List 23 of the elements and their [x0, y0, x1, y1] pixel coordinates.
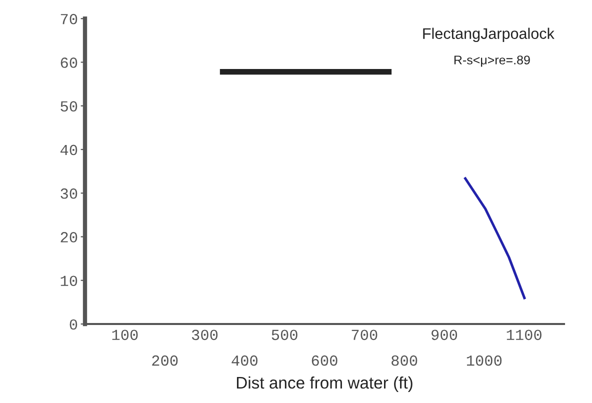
annotation: R-s<μ>re=.89 — [454, 56, 530, 67]
x2-tick-label: 600 — [312, 355, 338, 366]
x-tick-label: 900 — [432, 330, 458, 340]
x2-tick-label: 1000 — [466, 355, 502, 366]
y-tick-label: 60 — [60, 58, 78, 68]
x-tick-label: 100 — [112, 330, 138, 340]
y-tick-label: 50 — [60, 101, 78, 112]
x-tick-label: 300 — [192, 330, 218, 340]
x-tick-label: 700 — [352, 330, 378, 340]
x-tick-label: 500 — [272, 330, 298, 340]
y-tick-label: 40 — [60, 144, 78, 156]
x-axis-title: Dist ance from water (ft) — [236, 376, 412, 392]
y-tick-label: 30 — [60, 188, 78, 199]
y-tick-label: 0 — [70, 319, 78, 330]
y-tick-label: 10 — [60, 276, 78, 286]
x-tick-label: 1100 — [506, 330, 542, 340]
annotation: FlectangJarpoalock — [423, 28, 554, 42]
x2-tick-label: 400 — [232, 355, 258, 366]
x2-tick-label: 200 — [152, 355, 178, 366]
y-tick-label: 20 — [60, 232, 78, 242]
line-series — [463, 176, 526, 300]
y-tick-label: 70 — [60, 14, 78, 24]
x2-tick-label: 800 — [392, 355, 418, 366]
